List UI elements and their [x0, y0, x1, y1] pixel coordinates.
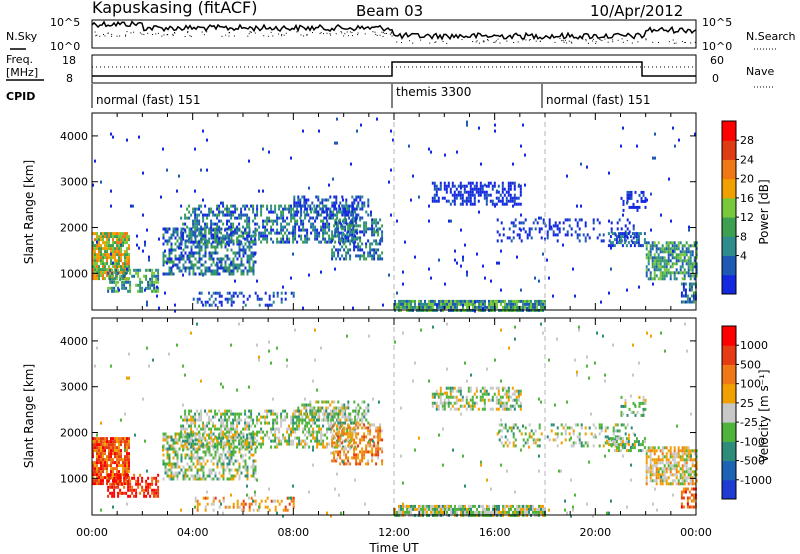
beam-title: Beam 03 — [356, 2, 423, 20]
power-colorbar-swatch — [722, 197, 736, 218]
station-title: Kapuskasing (fitACF) — [92, 0, 257, 17]
power-colorbar-tick-2: 20 — [740, 173, 754, 186]
nave-label: Nave — [746, 65, 774, 78]
time-tick-1: 04:00 — [177, 526, 209, 539]
freq-label: Freq. — [6, 53, 33, 66]
power-ytick-2: 3000 — [60, 176, 88, 189]
power-ytick-3: 4000 — [60, 130, 88, 143]
vel-colorbar-swatch — [722, 345, 736, 365]
power-colorbar-tick-6: 4 — [740, 250, 747, 263]
noise-tick-left-top: 10^5 — [50, 16, 80, 29]
nave-tick-bottom: 0 — [712, 72, 719, 85]
vel-colorbar-swatch — [722, 422, 736, 442]
power-colorbar-swatch — [722, 121, 736, 141]
power-ytick-1: 2000 — [60, 222, 88, 235]
power-heatmap-cells — [92, 117, 698, 313]
power-colorbar-swatch — [722, 217, 736, 237]
velocity-heatmap-cells — [92, 322, 698, 518]
velocity-colorbar: 1000 500 100 25 -25 -100 -500 -1000 — [721, 325, 772, 500]
power-colorbar-swatch — [722, 140, 736, 160]
noise-trace — [91, 20, 697, 44]
noise-tick-left-bottom: 10^0 — [50, 40, 80, 53]
cpid-segment-2: themis 3300 — [396, 85, 471, 99]
power-colorbar-swatch — [722, 255, 736, 276]
time-axis-label: Time UT — [368, 541, 419, 554]
freq-tick-bottom: 8 — [66, 72, 73, 85]
vel-colorbar-tick-4: -25 — [740, 416, 758, 429]
vel-ytick-2: 3000 — [60, 381, 88, 394]
vel-colorbar-tick-1: 500 — [740, 358, 761, 371]
vel-colorbar-tick-7: -1000 — [740, 474, 772, 487]
date-title: 10/Apr/2012 — [590, 2, 683, 20]
vel-colorbar-tick-2: 100 — [740, 378, 761, 391]
power-colorbar-tick-1: 24 — [740, 153, 754, 166]
vel-colorbar-tick-5: -100 — [740, 435, 765, 448]
power-colorbar-swatch — [722, 159, 736, 180]
power-colorbar-label: Power [dB] — [757, 179, 771, 244]
power-colorbar-tick-0: 28 — [740, 134, 754, 147]
time-tick-0: 00:00 — [76, 526, 108, 539]
vel-ytick-0: 1000 — [60, 472, 88, 485]
noise-tick-right-bottom: 10^0 — [702, 40, 732, 53]
vel-ytick-1: 2000 — [60, 427, 88, 440]
vel-colorbar-tick-6: -500 — [740, 455, 765, 468]
vel-colorbar-tick-3: 25 — [740, 397, 754, 410]
vel-colorbar-tick-0: 1000 — [740, 339, 768, 352]
noise-tick-right-top: 10^5 — [702, 16, 732, 29]
velocity-panel: 1000 2000 3000 4000 Slant Range [km] 1000 50… — [22, 317, 772, 518]
time-tick-2: 08:00 — [277, 526, 309, 539]
cpid-label: CPID — [6, 90, 35, 103]
vel-colorbar-swatch — [722, 383, 736, 404]
freq-unit: [MHz] — [6, 66, 38, 79]
power-ylabel: Slant Range [km] — [22, 160, 36, 264]
freq-tick-top: 18 — [62, 54, 76, 67]
velocity-ylabel: Slant Range [km] — [22, 364, 36, 468]
velocity-colorbar-label: Velocity [m s⁻¹] — [757, 369, 771, 462]
nsearch-label: N.Search — [746, 30, 796, 43]
vel-colorbar-swatch — [722, 441, 736, 462]
vel-colorbar-swatch — [722, 479, 736, 500]
vel-colorbar-swatch — [722, 364, 736, 385]
vel-colorbar-swatch — [722, 460, 736, 481]
noise-panel: N.Sky N.Search 10^5 10^0 10^5 10^0 — [6, 16, 796, 53]
power-colorbar-swatch — [722, 236, 736, 257]
power-colorbar-swatch — [722, 178, 736, 199]
power-colorbar: 28 24 20 16 12 8 4 — [721, 120, 754, 295]
nsky-label: N.Sky — [6, 30, 38, 43]
time-tick-5: 20:00 — [579, 526, 611, 539]
power-colorbar-tick-3: 16 — [740, 192, 754, 205]
vel-colorbar-swatch — [722, 326, 736, 346]
freq-trace — [92, 61, 696, 77]
time-tick-6: 00:00 — [680, 526, 712, 539]
power-ytick-0: 1000 — [60, 267, 88, 280]
freq-panel: Freq. [MHz] 18 8 60 0 Nave — [6, 53, 774, 88]
time-tick-4: 16:00 — [479, 526, 511, 539]
power-colorbar-tick-4: 12 — [740, 211, 754, 224]
nave-tick-top: 60 — [710, 54, 724, 67]
vel-ytick-3: 4000 — [60, 335, 88, 348]
cpid-segment-1: normal (fast) 151 — [96, 93, 200, 107]
time-axis: 00:00 04:00 08:00 12:00 16:00 20:00 00:00 — [76, 526, 712, 539]
power-panel: 1000 2000 3000 4000 Slant Range [km] 28 24 20… — [22, 112, 771, 313]
time-tick-3: 12:00 — [378, 526, 410, 539]
vel-colorbar-swatch — [722, 402, 736, 423]
power-colorbar-tick-5: 8 — [740, 230, 747, 243]
power-colorbar-swatch — [722, 274, 736, 295]
cpid-segment-3: normal (fast) 151 — [546, 93, 650, 107]
cpid-row: CPID normal (fast) 151 themis 3300 norma… — [6, 84, 650, 108]
